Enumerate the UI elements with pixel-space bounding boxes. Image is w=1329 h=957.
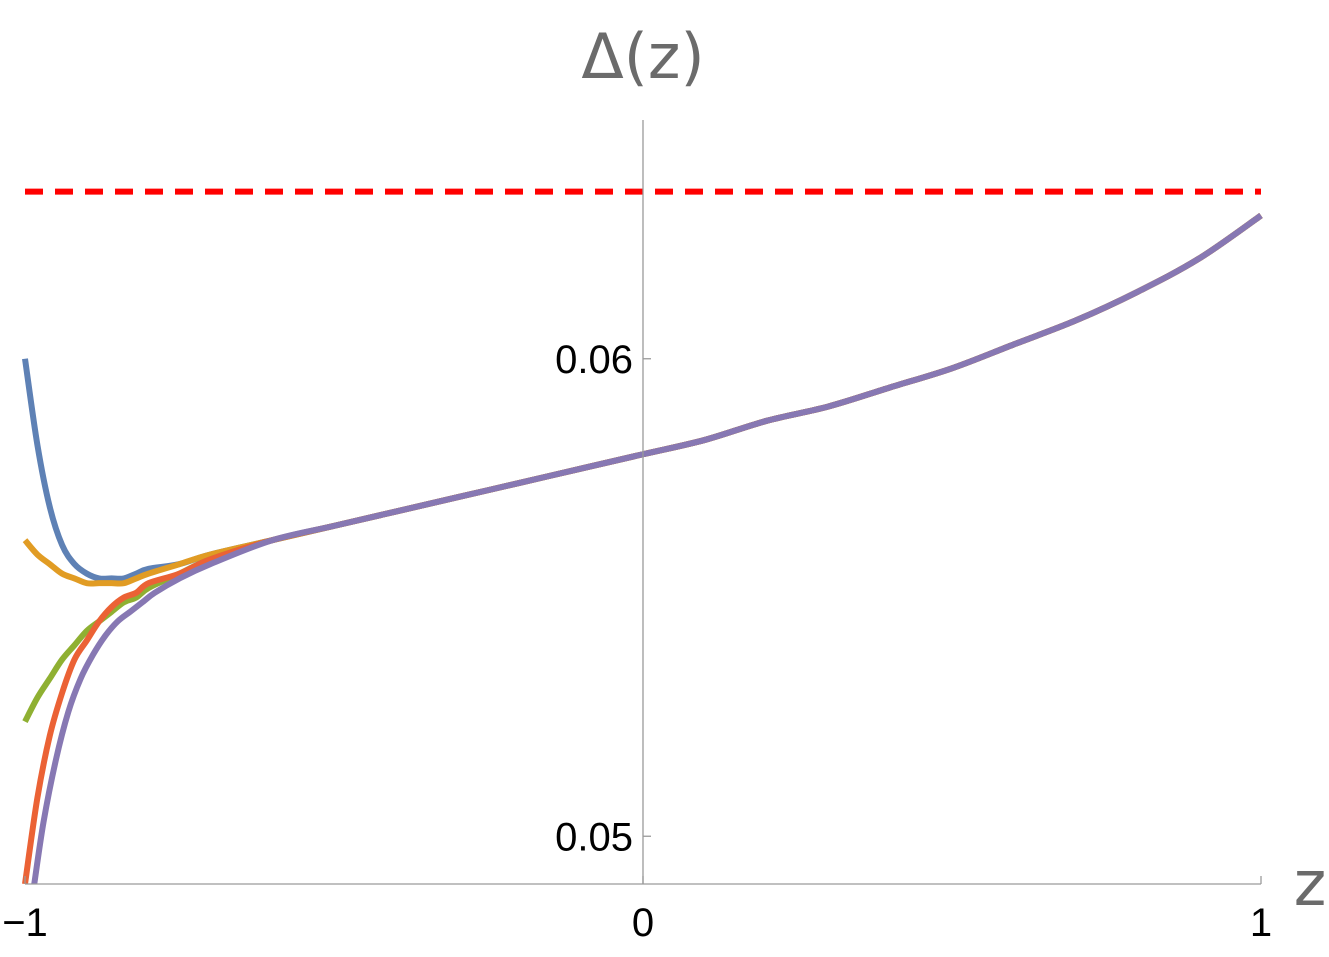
x-axis-title: z [1294,847,1327,920]
y-tick-label: 0.05 [555,815,633,859]
x-tick-label: 1 [1250,901,1272,945]
x-tick-label: −1 [2,901,48,945]
series-line-5 [31,213,1263,884]
axes-layer [25,120,1261,885]
ticks-layer: −1 0 1 0.05 0.06 [2,338,1272,945]
series-layer [22,213,1263,884]
y-tick-label: 0.06 [555,338,633,382]
x-tick-label: 0 [632,901,654,945]
y-axis-title: Δ(z) [581,20,704,93]
